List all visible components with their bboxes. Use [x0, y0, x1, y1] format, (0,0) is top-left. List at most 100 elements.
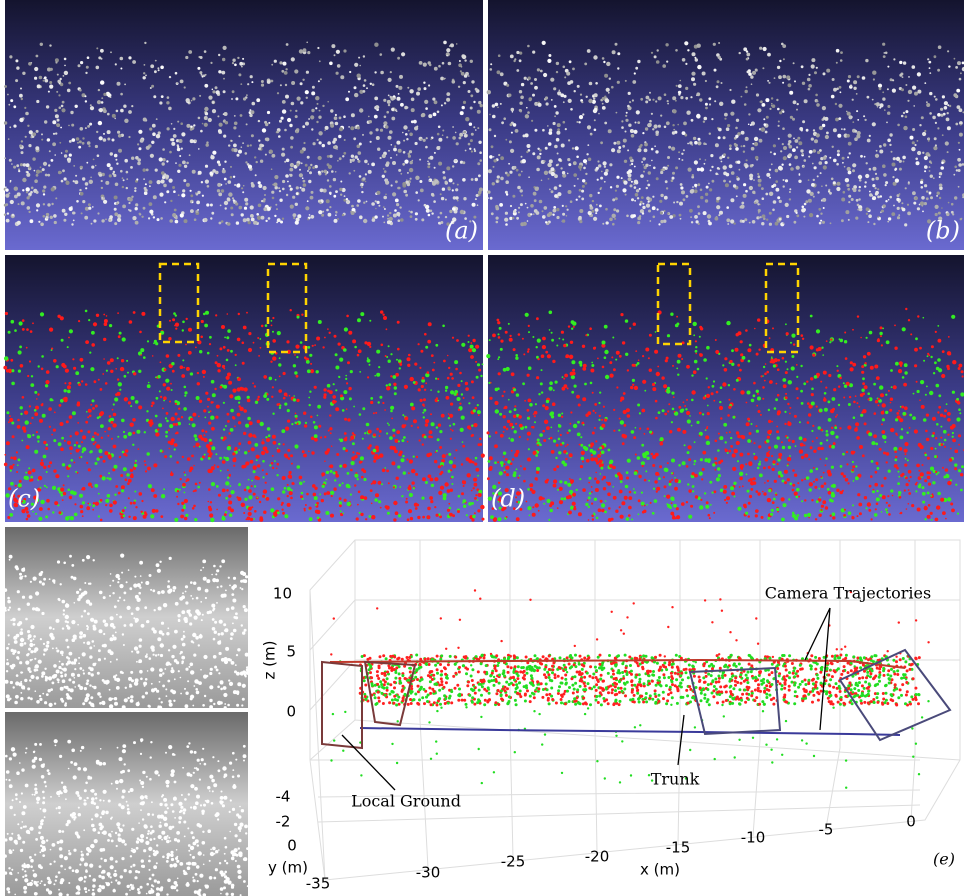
- cloud-point: [455, 132, 457, 134]
- cloud-point: [454, 457, 456, 459]
- cloud-point: [224, 178, 227, 181]
- cloud-point: [242, 342, 245, 345]
- cloud-point: [829, 192, 832, 195]
- cloud-point: [814, 71, 817, 74]
- cloud-point: [310, 164, 312, 166]
- cloud-point: [879, 87, 882, 90]
- cloud-point: [942, 350, 945, 353]
- cloud-point: [248, 450, 250, 452]
- cloud-point: [370, 83, 372, 85]
- cloud-point: [22, 189, 24, 191]
- cloud-point: [443, 41, 447, 45]
- cloud-point: [263, 198, 266, 201]
- cloud-point: [238, 421, 241, 424]
- cloud-point: [303, 142, 305, 144]
- cloud-point: [679, 202, 683, 206]
- cloud-point: [519, 59, 522, 62]
- cloud-point: [284, 161, 286, 163]
- cloud-point: [743, 151, 745, 153]
- cloud-point: [912, 191, 916, 195]
- cloud-point: [841, 128, 843, 130]
- cloud-point: [78, 383, 81, 386]
- cloud-point: [294, 354, 296, 356]
- cloud-point: [788, 421, 790, 423]
- cloud-point: [800, 390, 803, 393]
- cloud-point: [777, 66, 780, 69]
- cloud-point: [99, 174, 102, 177]
- cloud-point: [292, 196, 295, 199]
- cloud-point: [279, 357, 281, 359]
- cloud-point: [408, 472, 410, 474]
- cloud-point: [793, 62, 795, 64]
- cloud-point: [457, 510, 460, 513]
- cloud-point: [281, 502, 284, 505]
- cloud-point: [899, 74, 902, 77]
- cloud-point: [21, 440, 23, 442]
- cloud-point: [133, 372, 136, 375]
- cloud-point: [645, 348, 649, 352]
- cloud-point: [391, 48, 395, 52]
- cloud-point: [294, 444, 298, 448]
- cloud-point: [160, 515, 163, 518]
- cloud-point: [314, 496, 318, 500]
- cloud-point: [330, 470, 333, 473]
- cloud-point: [60, 488, 64, 492]
- cloud-point: [329, 62, 333, 66]
- cloud-point: [31, 375, 33, 377]
- cloud-point: [822, 106, 826, 110]
- cloud-point: [337, 160, 339, 162]
- cloud-point: [600, 177, 603, 180]
- cloud-point: [905, 110, 908, 113]
- cloud-point: [926, 197, 929, 200]
- cloud-point: [649, 334, 652, 337]
- cloud-point: [17, 221, 21, 225]
- cloud-point: [132, 60, 136, 64]
- cloud-point: [631, 181, 633, 183]
- cloud-point: [324, 337, 326, 339]
- cloud-point: [666, 495, 670, 499]
- cloud-point: [519, 90, 522, 93]
- cloud-point: [197, 67, 200, 70]
- cloud-point: [857, 493, 860, 496]
- cloud-point: [81, 212, 83, 214]
- cloud-point: [846, 451, 848, 453]
- cloud-point: [186, 98, 190, 102]
- cloud-point: [256, 455, 260, 459]
- cloud-point: [482, 363, 484, 365]
- cloud-point: [696, 220, 699, 223]
- cloud-point: [912, 86, 916, 90]
- cloud-point: [110, 370, 113, 373]
- cloud-point: [73, 491, 77, 495]
- cloud-point: [511, 132, 513, 134]
- cloud-point: [209, 336, 212, 339]
- cloud-point: [652, 464, 655, 467]
- cloud-point: [360, 513, 363, 516]
- cloud-point: [267, 207, 271, 211]
- cloud-point: [393, 486, 395, 488]
- cloud-point: [939, 184, 943, 188]
- cloud-point: [754, 442, 756, 444]
- cloud-point: [765, 98, 769, 102]
- cloud-point: [657, 208, 659, 210]
- cloud-point: [49, 328, 53, 332]
- cloud-point: [92, 399, 95, 402]
- cloud-point: [889, 144, 891, 146]
- cloud-point: [191, 455, 194, 458]
- cloud-point: [643, 164, 645, 166]
- cloud-point: [512, 195, 515, 198]
- cloud-point: [754, 137, 758, 141]
- cloud-point: [182, 456, 184, 458]
- cloud-point: [771, 103, 773, 105]
- cloud-point: [478, 369, 481, 372]
- cloud-point: [135, 221, 139, 225]
- cloud-point: [22, 319, 25, 322]
- cloud-point: [300, 150, 304, 154]
- cloud-point: [201, 320, 204, 323]
- cloud-point: [912, 65, 916, 69]
- cloud-point: [618, 429, 620, 431]
- cloud-point: [303, 180, 306, 183]
- cloud-point: [364, 160, 368, 164]
- cloud-point: [774, 480, 777, 483]
- cloud-point: [589, 82, 593, 86]
- cloud-point: [499, 327, 502, 330]
